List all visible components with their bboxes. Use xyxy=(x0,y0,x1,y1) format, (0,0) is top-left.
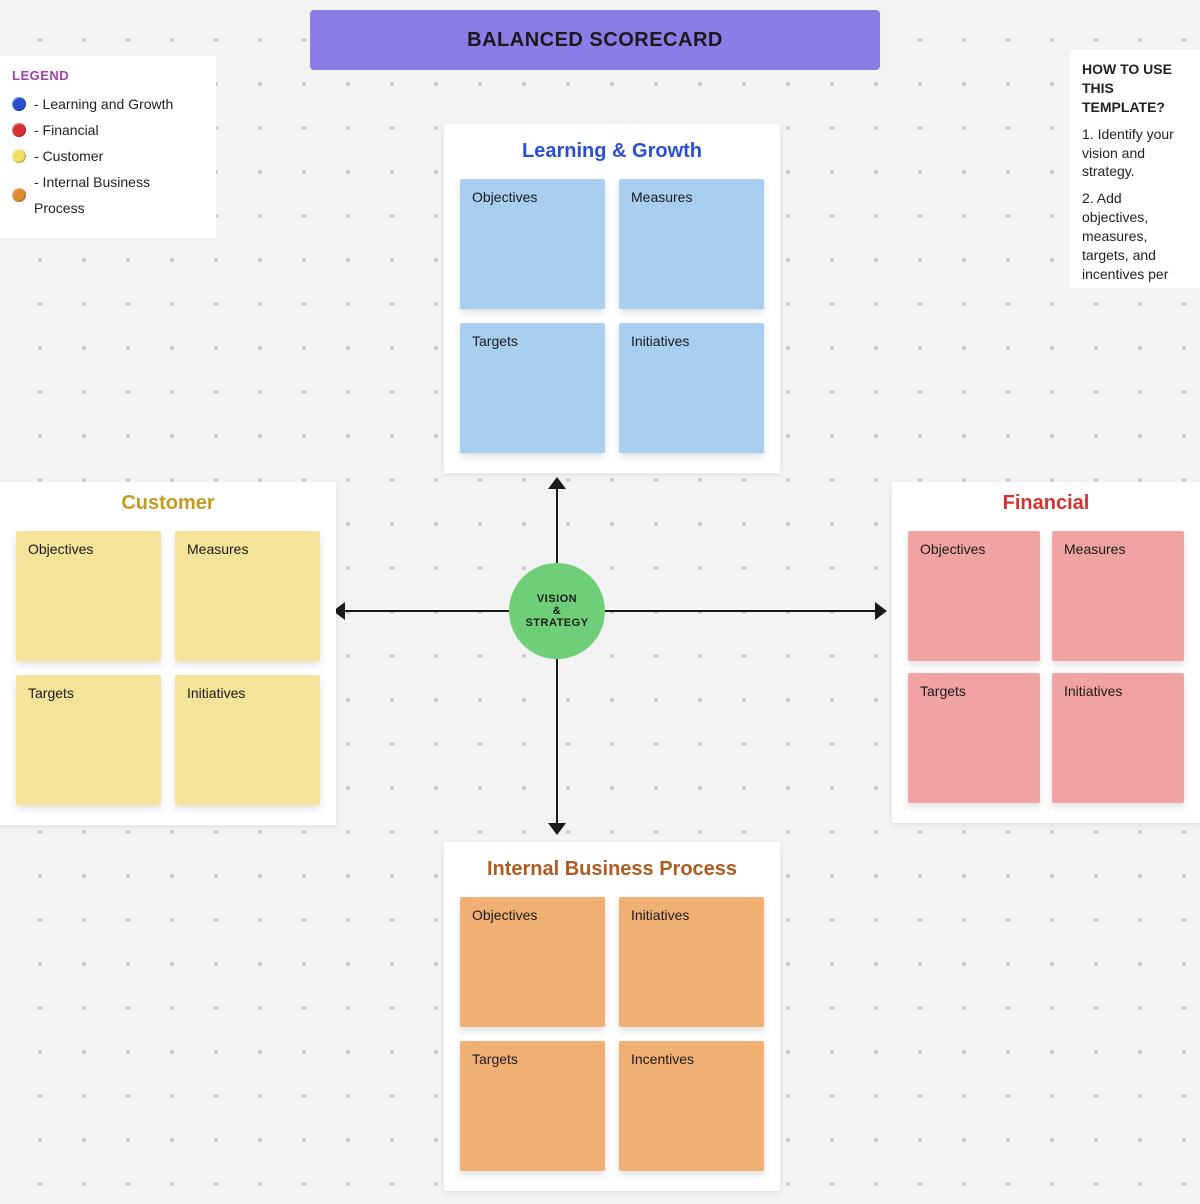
card-objectives[interactable]: Objectives xyxy=(16,531,161,661)
legend-label: - Financial xyxy=(34,117,99,143)
arrow-right xyxy=(605,610,878,612)
panel-cards: Objectives Measures Targets Initiatives xyxy=(460,179,764,453)
howto-step-1: 1. Identify your vision and strategy. xyxy=(1082,125,1188,182)
card-label: Measures xyxy=(187,541,248,557)
card-label: Targets xyxy=(28,685,74,701)
arrow-up xyxy=(556,486,558,563)
arrow-right-head-icon xyxy=(875,602,887,620)
legend-label: - Customer xyxy=(34,143,103,169)
card-incentives[interactable]: Incentives xyxy=(619,1041,764,1171)
card-targets[interactable]: Targets xyxy=(460,1041,605,1171)
title-text: BALANCED SCORECARD xyxy=(467,29,723,52)
panel-title: Financial xyxy=(908,492,1184,515)
card-label: Targets xyxy=(920,683,966,699)
card-targets[interactable]: Targets xyxy=(908,673,1040,803)
panel-learning-growth[interactable]: Learning & Growth Objectives Measures Ta… xyxy=(444,124,780,473)
card-label: Initiatives xyxy=(631,907,689,923)
arrow-down xyxy=(556,659,558,826)
card-label: Measures xyxy=(631,189,692,205)
panel-customer[interactable]: Customer Objectives Measures Targets Ini… xyxy=(0,482,336,825)
legend-title: LEGEND xyxy=(12,68,204,83)
arrow-left xyxy=(342,610,509,612)
card-objectives[interactable]: Objectives xyxy=(460,179,605,309)
card-measures[interactable]: Measures xyxy=(619,179,764,309)
card-objectives[interactable]: Objectives xyxy=(908,531,1040,661)
card-initiatives[interactable]: Initiatives xyxy=(1052,673,1184,803)
card-label: Objectives xyxy=(472,907,537,923)
panel-title: Internal Business Process xyxy=(460,858,764,881)
legend-dot-yellow xyxy=(12,149,26,163)
legend-item-customer: - Customer xyxy=(12,143,204,169)
card-label: Initiatives xyxy=(1064,683,1122,699)
panel-financial[interactable]: Financial Objectives Measures Targets In… xyxy=(892,482,1200,823)
card-targets[interactable]: Targets xyxy=(460,323,605,453)
panel-cards: Objectives Initiatives Targets Incentive… xyxy=(460,897,764,1171)
legend-item-learning: - Learning and Growth xyxy=(12,91,204,117)
title-bar: BALANCED SCORECARD xyxy=(310,10,880,70)
legend-label: - Internal Business Process xyxy=(34,169,204,221)
legend-dot-blue xyxy=(12,97,26,111)
card-label: Incentives xyxy=(631,1051,694,1067)
card-targets[interactable]: Targets xyxy=(16,675,161,805)
legend-dot-orange xyxy=(12,188,26,202)
card-label: Initiatives xyxy=(631,333,689,349)
legend-item-internal: - Internal Business Process xyxy=(12,169,204,221)
howto-panel: HOW TO USE THIS TEMPLATE? 1. Identify yo… xyxy=(1070,50,1200,288)
card-measures[interactable]: Measures xyxy=(175,531,320,661)
panel-cards: Objectives Measures Targets Initiatives xyxy=(16,531,320,805)
card-objectives[interactable]: Objectives xyxy=(460,897,605,1027)
card-label: Objectives xyxy=(920,541,985,557)
legend-item-financial: - Financial xyxy=(12,117,204,143)
legend-label: - Learning and Growth xyxy=(34,91,173,117)
card-label: Measures xyxy=(1064,541,1125,557)
legend-panel: LEGEND - Learning and Growth - Financial… xyxy=(0,56,216,237)
legend-dot-red xyxy=(12,123,26,137)
card-initiatives[interactable]: Initiatives xyxy=(619,323,764,453)
card-label: Objectives xyxy=(28,541,93,557)
vision-strategy-node[interactable]: VISION & STRATEGY xyxy=(509,563,605,659)
card-label: Targets xyxy=(472,333,518,349)
howto-title: HOW TO USE THIS TEMPLATE? xyxy=(1082,60,1188,117)
arrow-up-head-icon xyxy=(548,477,566,489)
howto-step-2: 2. Add objectives, measures, targets, an… xyxy=(1082,189,1188,288)
card-measures[interactable]: Measures xyxy=(1052,531,1184,661)
card-initiatives[interactable]: Initiatives xyxy=(175,675,320,805)
card-label: Targets xyxy=(472,1051,518,1067)
panel-title: Learning & Growth xyxy=(460,140,764,163)
card-label: Initiatives xyxy=(187,685,245,701)
card-initiatives[interactable]: Initiatives xyxy=(619,897,764,1027)
vision-strategy-label: VISION & STRATEGY xyxy=(525,593,588,629)
panel-title: Customer xyxy=(16,492,320,515)
panel-internal-business-process[interactable]: Internal Business Process Objectives Ini… xyxy=(444,842,780,1191)
panel-cards: Objectives Measures Targets Initiatives xyxy=(908,531,1184,803)
card-label: Objectives xyxy=(472,189,537,205)
arrow-down-head-icon xyxy=(548,823,566,835)
